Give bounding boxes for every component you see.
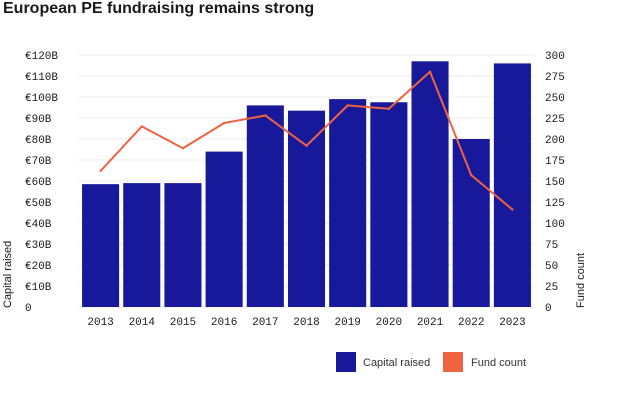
left-tick-label: €90B [25, 114, 52, 126]
right-tick-label: 125 [545, 198, 565, 210]
bar-2021 [411, 61, 449, 307]
right-axis-title: Fund count [575, 253, 587, 308]
right-tick-label: 225 [545, 114, 565, 126]
x-tick-label: 2017 [252, 317, 278, 329]
bar-2018 [287, 110, 326, 308]
left-tick-label: €30B [25, 240, 52, 252]
right-tick-label: 150 [545, 177, 565, 189]
right-tick-label: 175 [545, 156, 565, 168]
bar-2020 [370, 102, 408, 307]
line-point-2013 [99, 169, 102, 173]
left-tick-label: €20B [25, 261, 52, 273]
right-tick-label: 250 [545, 93, 565, 105]
x-tick-label: 2022 [458, 317, 484, 329]
bar-2019 [329, 99, 367, 307]
line-point-2020 [387, 107, 391, 110]
left-tick-label: €10B [25, 282, 52, 294]
bar-2017 [246, 105, 284, 308]
line-point-2014 [140, 125, 143, 128]
right-tick-label: 0 [545, 303, 552, 315]
x-tick-label: 2013 [87, 317, 113, 329]
left-tick-label: €110B [25, 72, 58, 84]
line-point-2019 [346, 104, 349, 107]
legend-swatch-fund-count [443, 352, 463, 372]
x-tick-label: 2020 [376, 317, 402, 329]
bar-2014 [123, 183, 161, 307]
line-point-2018 [305, 144, 308, 147]
left-tick-label: €60B [25, 177, 52, 189]
line-point-2021 [428, 70, 432, 74]
x-tick-label: 2018 [293, 317, 319, 329]
bar-series-capital-raised [82, 61, 531, 308]
left-tick-label: €40B [25, 219, 52, 231]
line-point-2017 [264, 114, 267, 117]
bar-2022 [452, 139, 490, 307]
x-tick-label: 2021 [417, 317, 444, 329]
left-tick-label: €80B [25, 135, 52, 147]
right-tick-label: 275 [545, 72, 565, 84]
left-axis-title: Capital raised [2, 241, 14, 308]
left-axis-ticks: 0 €10B €20B €30B €40B €50B €60B €70B €80B €90B €10… [25, 51, 58, 315]
line-point-2023 [511, 208, 514, 211]
right-tick-label: 300 [545, 51, 565, 63]
legend-label-capital-raised: Capital raised [363, 357, 430, 369]
legend-swatch-capital-raised [336, 352, 356, 372]
x-tick-label: 2015 [170, 317, 196, 329]
legend: Capital raised Fund count [336, 352, 526, 372]
x-axis-ticks: 2013 2014 2015 2016 2017 2018 2019 2020 2021 2022… [87, 317, 525, 329]
legend-label-fund-count: Fund count [471, 357, 526, 369]
left-tick-label: €50B [25, 198, 52, 210]
x-tick-label: 2019 [334, 317, 360, 329]
right-axis-ticks: 0 25 50 75 100 125 150 175 200 225 250 275 300 [545, 51, 565, 315]
right-tick-label: 25 [545, 282, 558, 294]
line-point-2015 [181, 147, 185, 150]
left-tick-label: €100B [25, 93, 58, 105]
line-point-2016 [222, 121, 226, 125]
x-tick-label: 2023 [499, 317, 525, 329]
left-tick-label: 0 [25, 303, 32, 315]
x-tick-label: 2016 [211, 317, 237, 329]
line-series-fund-count [99, 70, 514, 211]
right-tick-label: 200 [545, 135, 565, 147]
right-tick-label: 50 [545, 261, 558, 273]
x-tick-label: 2014 [129, 317, 156, 329]
right-tick-label: 100 [545, 219, 565, 231]
bar-2016 [205, 151, 243, 307]
left-tick-label: €70B [25, 156, 52, 168]
bar-2023 [493, 63, 531, 308]
line-point-2022 [470, 173, 473, 177]
left-tick-label: €120B [25, 51, 58, 63]
chart-title: European PE fundraising remains strong [3, 0, 315, 17]
bar-2015 [164, 183, 202, 307]
bar-2013 [82, 184, 120, 307]
right-tick-label: 75 [545, 240, 558, 252]
